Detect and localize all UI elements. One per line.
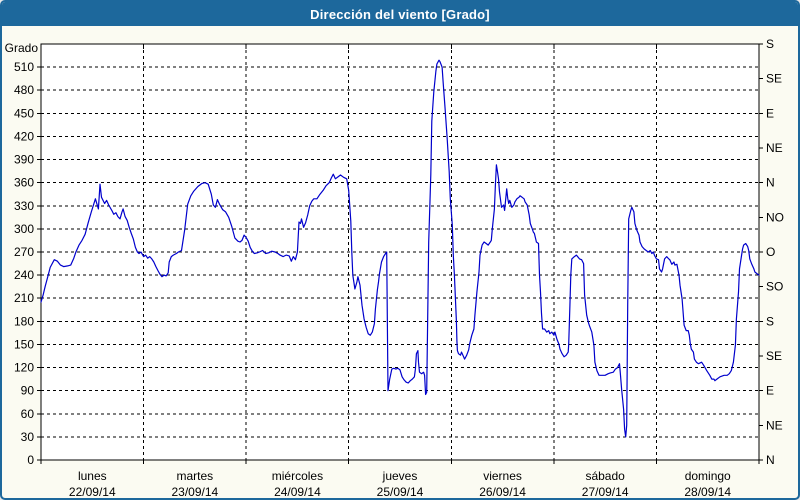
y-right-tick-label: NE xyxy=(766,141,783,155)
day-date-label: 23/09/14 xyxy=(171,485,218,499)
day-name-label: jueves xyxy=(382,469,418,483)
y-left-tick-label: 510 xyxy=(14,60,34,74)
y-left-tick-label: 210 xyxy=(14,291,34,305)
y-right-tick-label: O xyxy=(766,245,775,259)
y-left-tick-label: 120 xyxy=(14,361,34,375)
y-left-tick-label: 330 xyxy=(14,199,34,213)
y-right-tick-label: SO xyxy=(766,280,783,294)
y-left-tick-label: 90 xyxy=(21,384,35,398)
y-right-tick-label: S xyxy=(766,37,774,51)
y-right-tick-label: SE xyxy=(766,349,782,363)
day-date-label: 26/09/14 xyxy=(479,485,526,499)
axis-ticks xyxy=(37,43,763,464)
y-left-tick-label: 30 xyxy=(21,430,35,444)
y-right-tick-label: NE xyxy=(766,418,783,432)
y-left-tick-label: 0 xyxy=(27,453,34,467)
wind-direction-line xyxy=(40,59,760,438)
plot-area xyxy=(40,43,760,461)
y-left-tick-label: 180 xyxy=(14,314,34,328)
day-name-label: miércoles xyxy=(272,469,323,483)
day-date-label: 25/09/14 xyxy=(377,485,424,499)
day-date-label: 27/09/14 xyxy=(582,485,629,499)
day-date-label: 24/09/14 xyxy=(274,485,321,499)
y-left-tick-label: 60 xyxy=(21,407,35,421)
y-left-tick-label: 390 xyxy=(14,153,34,167)
y-left-tick-label: 360 xyxy=(14,176,34,190)
day-name-label: sábado xyxy=(585,469,625,483)
y-right-tick-label: SE xyxy=(766,72,782,86)
y-left-tick-label: 450 xyxy=(14,106,34,120)
axis-labels: Grado 0 30 60 90 120 150 180 210 240 270 300 330 360 3… xyxy=(5,37,784,499)
day-date-label: 22/09/14 xyxy=(69,485,116,499)
y-right-tick-label: N xyxy=(766,176,775,190)
day-name-label: viernes xyxy=(483,469,522,483)
y-axis-title: Grado xyxy=(5,41,39,55)
y-left-tick-label: 270 xyxy=(14,245,34,259)
y-right-tick-label: NO xyxy=(766,210,784,224)
y-right-tick-label: N xyxy=(766,453,775,467)
day-name-label: domingo xyxy=(685,469,731,483)
day-date-label: 28/09/14 xyxy=(684,485,731,499)
y-right-tick-label: E xyxy=(766,384,774,398)
day-name-label: lunes xyxy=(78,469,107,483)
y-left-tick-label: 150 xyxy=(14,337,34,351)
y-right-tick-label: E xyxy=(766,106,774,120)
series xyxy=(40,59,760,438)
y-right-tick-label: S xyxy=(766,314,774,328)
y-left-tick-label: 300 xyxy=(14,222,34,236)
y-left-tick-label: 240 xyxy=(14,268,34,282)
title-bar: Dirección del viento [Grado] xyxy=(2,2,798,26)
plot-frame xyxy=(40,43,760,461)
y-left-tick-label: 420 xyxy=(14,129,34,143)
y-left-tick-label: 480 xyxy=(14,83,34,97)
day-name-label: martes xyxy=(177,469,214,483)
window-title: Dirección del viento [Grado] xyxy=(310,6,490,22)
